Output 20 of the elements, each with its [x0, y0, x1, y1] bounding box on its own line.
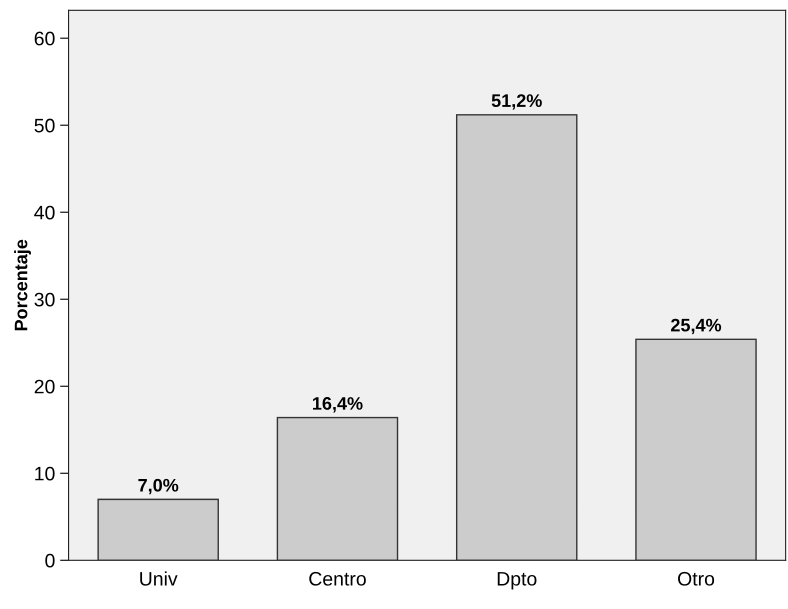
y-tick-label: 20	[34, 380, 55, 394]
y-tick-label: 10	[35, 466, 55, 481]
data-label: 25,4%	[671, 318, 722, 334]
y-tick-label: 40	[34, 206, 55, 220]
bar	[276, 416, 398, 560]
data-label: 16,4%	[313, 397, 363, 412]
y-tick-label: 30	[34, 292, 55, 306]
y-tick-label: 0	[45, 554, 55, 568]
data-label: 7,0%	[138, 478, 178, 494]
x-tick-label: Otro	[678, 572, 714, 586]
y-tick-label: 50	[34, 118, 55, 132]
bar	[635, 338, 757, 560]
x-tick-label: Dpto	[498, 572, 536, 590]
y-axis-title: Porcentaje	[14, 240, 31, 330]
y-tick-label: 60	[34, 32, 55, 46]
x-tick-label: Univ	[140, 571, 178, 586]
x-tick-label: Centro	[309, 572, 366, 586]
bar	[456, 114, 578, 560]
data-label: 51,2%	[492, 94, 542, 110]
bar	[97, 498, 219, 560]
